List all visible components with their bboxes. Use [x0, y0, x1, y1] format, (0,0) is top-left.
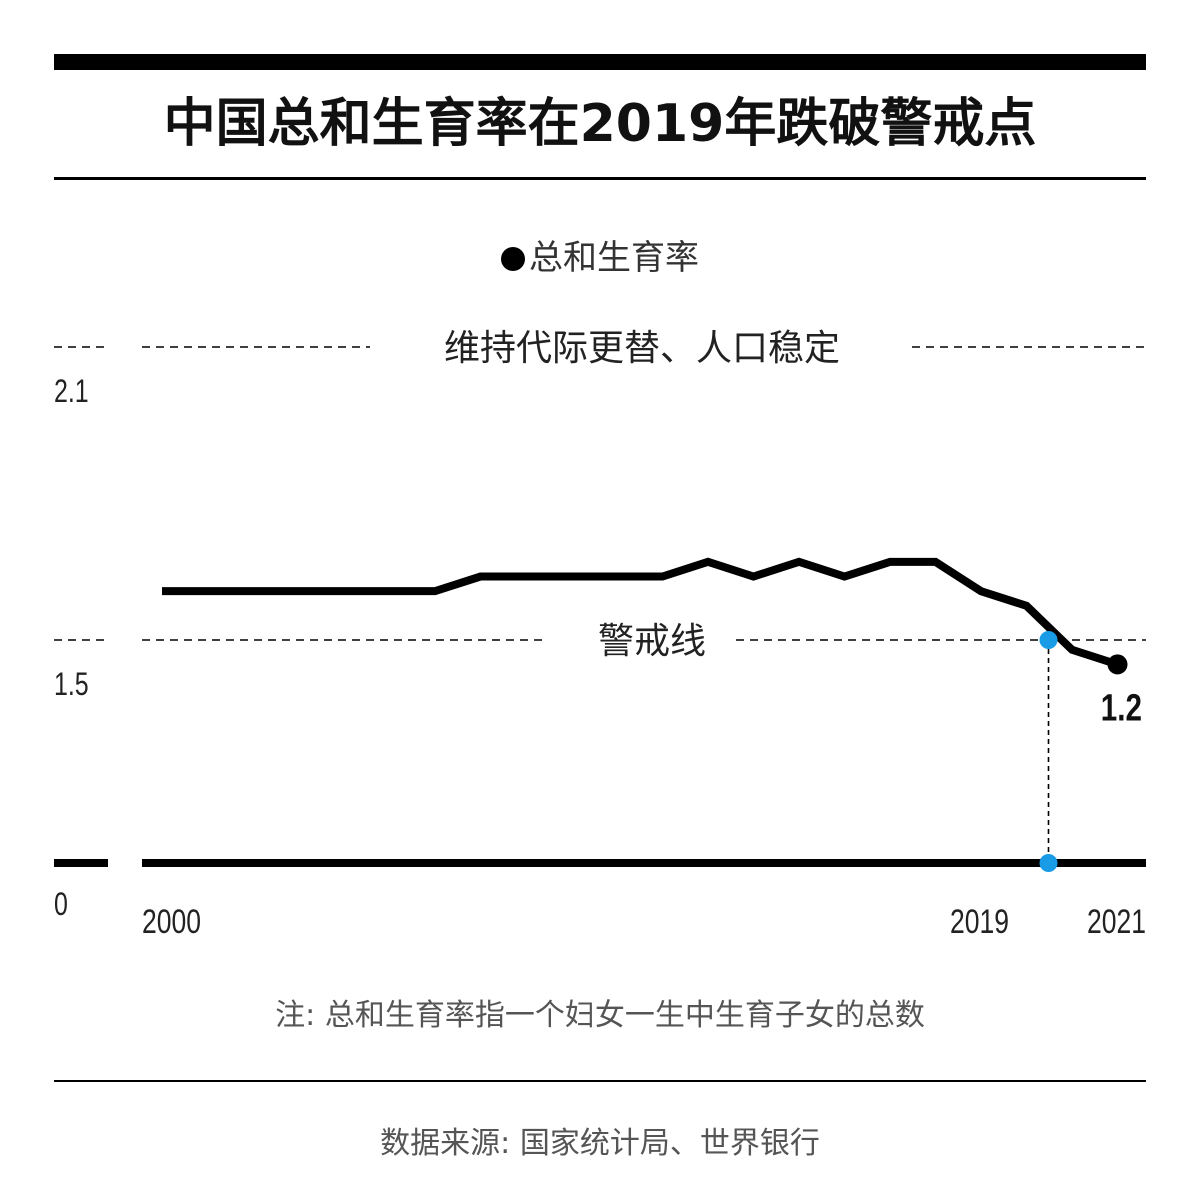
legend-marker-icon [501, 247, 525, 271]
chart-area: 维持代际更替、人口稳定警戒线 1.2 2.1 1.5 0 2000 2019 2021 [0, 300, 1200, 964]
series-end-point [1107, 654, 1128, 675]
source-note: 数据来源: 国家统计局、世界银行 [380, 1126, 820, 1161]
axis-labels: 2.1 1.5 0 2000 2019 2021 [54, 374, 1146, 941]
x-tick-label: 2000 [142, 903, 201, 941]
bottom-rule [54, 1080, 1146, 1082]
reference-line-label: 警戒线 [598, 620, 706, 661]
chart-title: 中国总和生育率在2019年跌破警戒点 [163, 94, 1037, 154]
title-rule [54, 177, 1146, 180]
x-tick-label: 2019 [950, 903, 1009, 941]
legend-label: 总和生育率 [529, 238, 699, 278]
top-rule [54, 54, 1146, 70]
series-lines [162, 557, 1119, 669]
x-tick-label: 2021 [1087, 903, 1146, 941]
reference-line-label: 维持代际更替、人口稳定 [444, 327, 840, 368]
footnote: 注: 总和生育率指一个妇女一生中生育子女的总数 [275, 998, 925, 1033]
series-line [162, 557, 1119, 669]
highlight-point-crossing [1039, 631, 1058, 649]
y-tick-label: 2.1 [54, 374, 89, 410]
data-label-end: 1.2 [1101, 687, 1142, 729]
highlight-point-axis [1039, 854, 1058, 872]
series-marks: 1.2 [1039, 631, 1142, 872]
legend: 总和生育率 [0, 230, 1200, 279]
y-tick-label: 0 [54, 887, 68, 923]
y-tick-label: 1.5 [54, 667, 89, 703]
